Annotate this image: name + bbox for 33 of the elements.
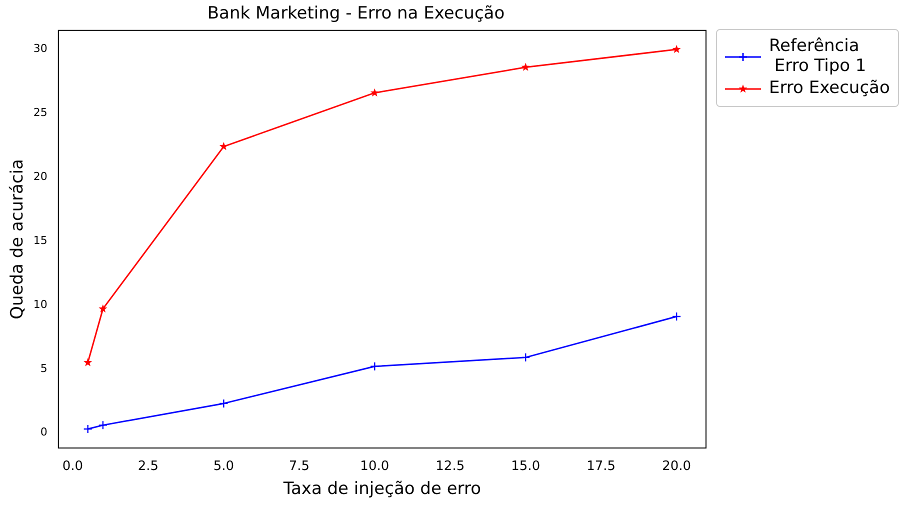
x-axis-title: Taxa de injeção de erro	[282, 479, 481, 500]
x-tick-label: 17.5	[586, 459, 616, 474]
point	[84, 358, 92, 366]
point	[672, 312, 682, 322]
chart-title: Bank Marketing - Erro na Execução	[207, 4, 505, 24]
point	[370, 88, 379, 96]
y-tick-label: 20	[33, 170, 48, 184]
point	[370, 362, 380, 371]
x-tick-label: 20.0	[662, 459, 692, 474]
x-tick-label: 12.5	[436, 459, 465, 474]
point	[521, 352, 530, 362]
y-tick-label: 0	[40, 426, 48, 439]
point	[98, 420, 108, 430]
y-tick-label: 10	[33, 298, 48, 311]
y-tick-label: 25	[33, 106, 48, 120]
x-tick-label: 10.0	[360, 459, 390, 474]
x-tick-label: 15.0	[511, 459, 540, 474]
point	[672, 44, 681, 54]
point	[98, 304, 108, 313]
y-axis-title: Queda de acurácia	[8, 159, 28, 320]
legend-label: Referência Erro Tipo 1	[769, 36, 866, 76]
x-tick-label: 0.0	[62, 459, 84, 474]
point	[521, 62, 530, 71]
point	[219, 398, 228, 408]
x-tick-label: 5.0	[213, 459, 234, 474]
point	[219, 142, 228, 150]
y-tick-label: 15	[33, 234, 48, 247]
legend-label: Erro Execução	[769, 78, 890, 99]
x-tick-label: 2.5	[138, 459, 159, 474]
y-tick-label: 5	[40, 362, 48, 375]
point	[83, 424, 92, 434]
y-tick-label: 30	[33, 42, 48, 56]
x-tick-label: 7.5	[288, 459, 310, 474]
